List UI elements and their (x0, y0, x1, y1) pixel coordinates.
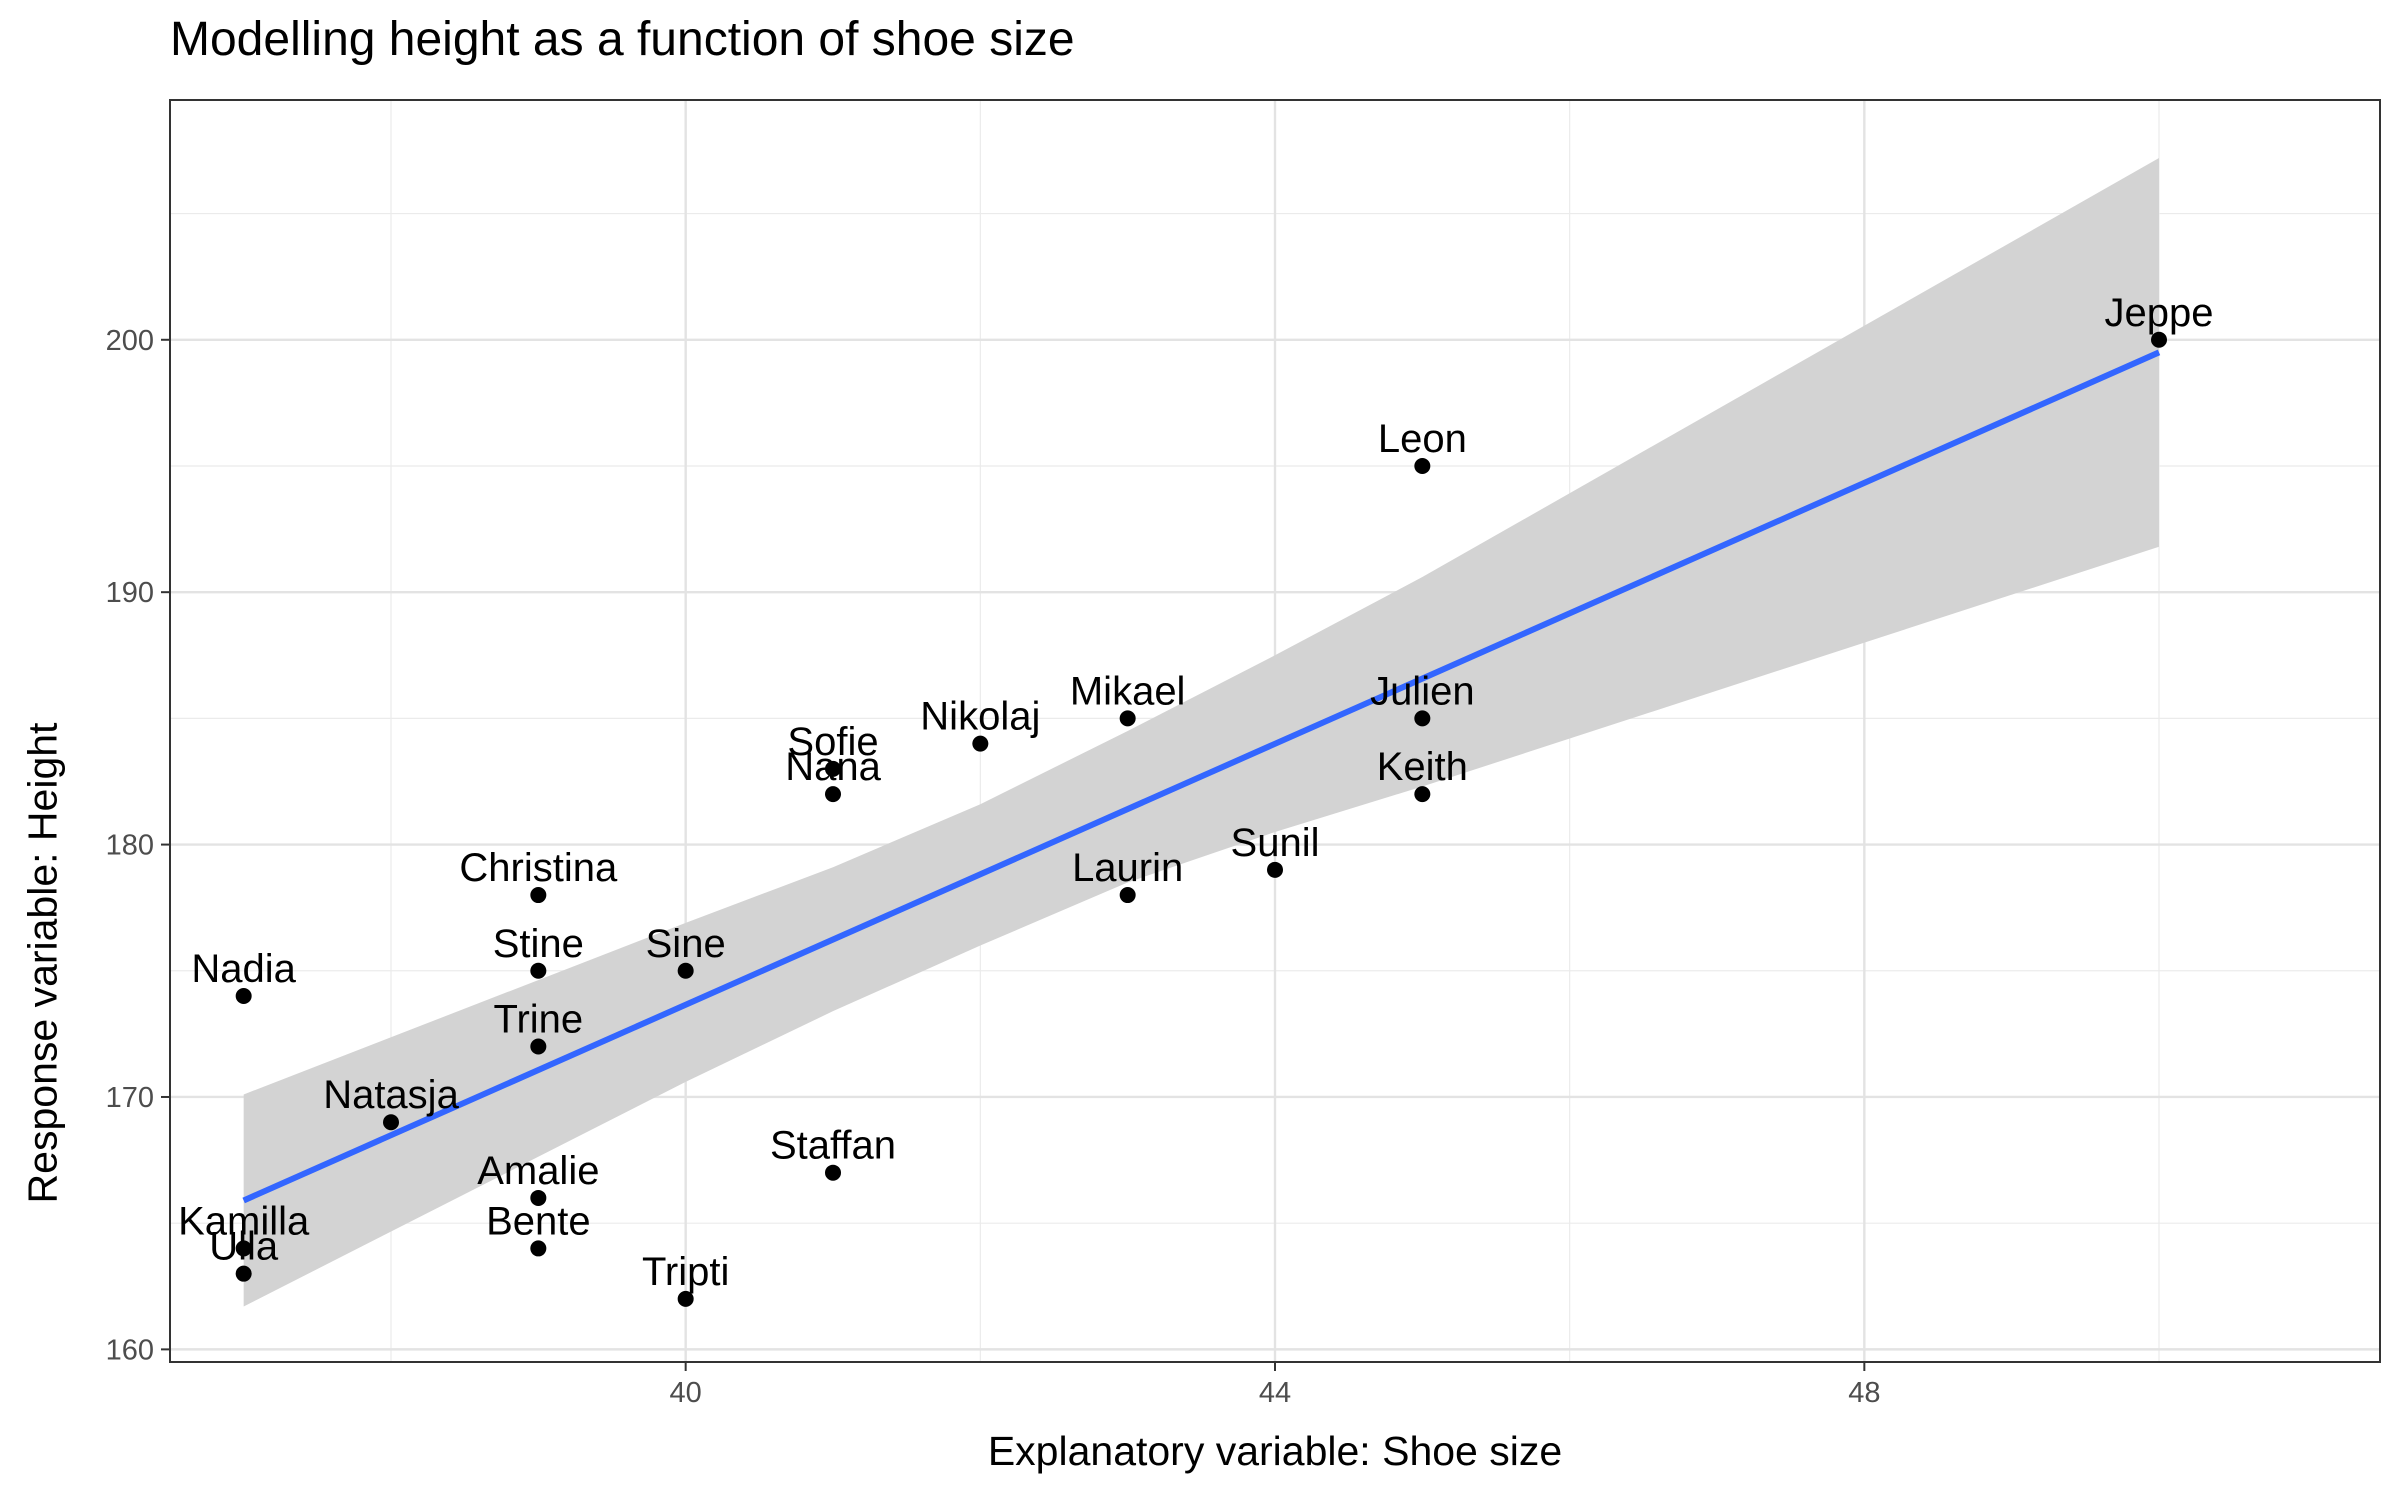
point-label: Trine (494, 998, 584, 1042)
point-label: Sofie (787, 720, 878, 764)
data-point (1414, 786, 1431, 803)
point-label: Kamilla (178, 1199, 310, 1243)
data-point (825, 760, 841, 777)
point-label: Nana (785, 745, 881, 789)
data-point (530, 1038, 547, 1055)
x-tick-label: 44 (1259, 1377, 1291, 1409)
point-label: Nikolaj (920, 695, 1040, 739)
tick-labels: 40 44 48 160 170 180 190 200 (106, 325, 1881, 1409)
data-point (235, 1265, 252, 1282)
data-point (530, 887, 547, 904)
y-tick-label: 180 (106, 830, 154, 862)
y-tick-label: 190 (106, 577, 154, 609)
point-label: Sine (646, 922, 726, 966)
data-point (1414, 457, 1431, 474)
regression-line-layer (242, 349, 2161, 1204)
x-axis-title: Explanatory variable: Shoe size (987, 1428, 1563, 1474)
point-label: Christina (459, 846, 618, 890)
point-label: Amalie (477, 1149, 599, 1193)
point-label: Natasja (323, 1073, 459, 1117)
point-label: Nadia (191, 947, 296, 991)
point-label: Ulla (209, 1225, 279, 1269)
data-point (677, 962, 694, 979)
point-label: Tripti (642, 1250, 729, 1294)
point-label: Stine (493, 922, 584, 966)
point-labels-layer: JeppeLeonJulienKeithMikaelNikolajSofieNa… (178, 291, 2213, 1294)
data-point (1119, 887, 1136, 904)
data-point (235, 1240, 252, 1257)
data-point (383, 1114, 399, 1131)
data-point (1267, 861, 1283, 878)
point-label: Bente (486, 1199, 591, 1243)
x-tick-label: 40 (670, 1377, 702, 1409)
y-tick-label: 170 (106, 1082, 154, 1114)
data-point (825, 786, 841, 803)
data-point (677, 1290, 694, 1307)
data-point (530, 1240, 547, 1257)
chart-title: Modelling height as a function of shoe s… (170, 13, 1075, 66)
point-label: Sunil (1231, 821, 1320, 865)
data-point (2151, 331, 2167, 348)
data-point (530, 1189, 547, 1206)
data-point (1119, 710, 1136, 727)
confidence-band-layer (243, 158, 2160, 1307)
regression-line (242, 349, 2161, 1204)
point-label: Leon (1378, 417, 1467, 461)
data-point (825, 1164, 841, 1181)
points-layer (235, 331, 2167, 1307)
y-tick-label: 160 (106, 1334, 154, 1366)
point-label: Jeppe (2105, 291, 2214, 335)
data-point (972, 735, 989, 752)
axis-ticks (161, 338, 1866, 1371)
data-point (1414, 710, 1431, 727)
point-label: Keith (1377, 745, 1468, 789)
point-label: Laurin (1072, 846, 1183, 890)
data-point (235, 988, 252, 1005)
data-point (530, 962, 547, 979)
x-tick-label: 48 (1848, 1377, 1880, 1409)
point-label: Julien (1370, 669, 1475, 713)
point-label: Staffan (770, 1124, 896, 1168)
point-label: Mikael (1070, 669, 1186, 713)
confidence-band (243, 158, 2160, 1307)
y-tick-label: 200 (106, 325, 154, 357)
